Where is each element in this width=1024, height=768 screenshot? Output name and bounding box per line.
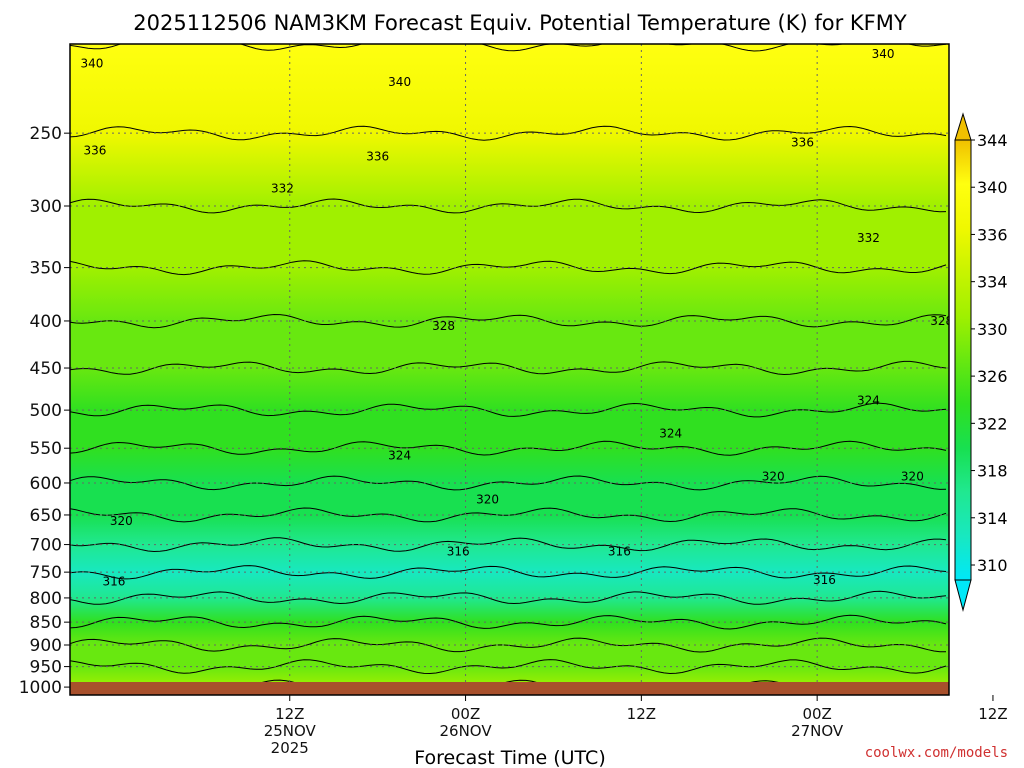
gridlines xyxy=(70,44,949,695)
contour-line xyxy=(70,440,947,456)
y-tick-label: 500 xyxy=(30,401,62,421)
y-tick-label: 650 xyxy=(30,506,62,526)
contour-line xyxy=(70,125,947,141)
y-tick-label: 550 xyxy=(30,439,62,459)
colorbar-label: 334 xyxy=(977,273,1008,292)
y-tick-label: 600 xyxy=(30,474,62,494)
contour-label: 336 xyxy=(791,136,814,150)
terrain-band xyxy=(70,682,949,695)
contour-label: 328 xyxy=(930,314,953,328)
plot-frame xyxy=(69,43,950,696)
contour-line xyxy=(70,659,947,675)
contour-line xyxy=(70,198,947,214)
y-tick-label: 950 xyxy=(30,658,62,678)
contour-label: 340 xyxy=(81,56,104,70)
x-tick-label: 12Z xyxy=(978,705,1007,723)
y-tick-label: 900 xyxy=(30,636,62,656)
y-tick-label: 350 xyxy=(30,259,62,279)
contour-label: 328 xyxy=(432,319,455,333)
contour-label: 316 xyxy=(608,544,631,558)
colorbar-label: 326 xyxy=(977,367,1008,386)
y-tick-label: 700 xyxy=(30,536,62,556)
colorbar-top-arrow xyxy=(954,112,972,141)
x-tick-label: 26NOV xyxy=(439,722,492,740)
colorbar-label: 330 xyxy=(977,320,1008,339)
contour-label: 320 xyxy=(110,514,133,528)
y-tick-label: 450 xyxy=(30,359,62,379)
contour-label: 332 xyxy=(857,231,880,245)
colorbar-label: 322 xyxy=(977,414,1008,433)
x-tick-label: 12Z xyxy=(627,705,656,723)
credit-text: coolwx.com/models xyxy=(865,745,1008,761)
x-tick-label: 00Z xyxy=(451,705,480,723)
contour-label: 324 xyxy=(388,448,411,462)
colorbar-label: 336 xyxy=(977,225,1008,244)
x-tick-label: 00Z xyxy=(802,705,831,723)
contour-line xyxy=(70,402,947,418)
colorbar-ramp xyxy=(954,139,972,581)
contour-line xyxy=(70,313,947,329)
colorbar-bottom-arrow xyxy=(954,579,972,612)
colorbar-label: 318 xyxy=(977,462,1008,481)
colorbar-label: 314 xyxy=(977,509,1008,528)
contour-label: 324 xyxy=(857,393,880,407)
colorbar-label: 340 xyxy=(977,178,1008,197)
field-fill xyxy=(70,44,949,695)
plot-area: 340 340 340 336 336 336 332 332 328 328 324 324 324 3… xyxy=(70,44,953,695)
contour-label: 324 xyxy=(659,426,682,440)
contour-label: 316 xyxy=(447,544,470,558)
contour-label: 336 xyxy=(83,143,106,157)
contour-label: 336 xyxy=(366,149,389,163)
contour-line xyxy=(70,475,947,491)
y-axis: 250 300 350 400 450 500 550 600 650 700 750 800 850 9… xyxy=(19,124,70,698)
y-tick-label: 300 xyxy=(30,197,62,217)
y-tick-label: 850 xyxy=(30,613,62,633)
contour-line xyxy=(70,260,947,276)
x-tick-label: 25NOV xyxy=(264,722,317,740)
contour-line xyxy=(70,565,947,580)
contour-line xyxy=(70,590,947,605)
colorbar: 310 314 318 322 326 330 334 336 340 344 xyxy=(954,112,1008,612)
contour-label: 320 xyxy=(476,492,499,506)
y-tick-label: 750 xyxy=(30,563,62,583)
contour-labels: 340 340 340 336 336 336 332 332 328 328 324 324 324 3… xyxy=(81,47,953,589)
y-tick-label: 800 xyxy=(30,589,62,609)
contour-line xyxy=(70,614,947,630)
contour-lines xyxy=(70,44,947,695)
contour-label: 340 xyxy=(388,75,411,89)
x-tick-label: 27NOV xyxy=(791,722,844,740)
contour-line xyxy=(70,360,947,376)
contour-label: 320 xyxy=(901,469,924,483)
contour-label: 316 xyxy=(813,573,836,587)
colorbar-label: 310 xyxy=(977,556,1008,575)
contour-label: 320 xyxy=(762,469,785,483)
contour-label: 340 xyxy=(872,47,895,61)
x-tick-label: 12Z xyxy=(275,705,304,723)
chart-title: 2025112506 NAM3KM Forecast Equiv. Potent… xyxy=(133,11,907,35)
contour-line xyxy=(70,537,947,553)
contour-line xyxy=(70,44,947,52)
x-tick-label: 2025 xyxy=(271,739,309,757)
y-tick-label: 400 xyxy=(30,312,62,332)
contour-label: 316 xyxy=(102,575,125,589)
y-tick-label: 1000 xyxy=(19,678,62,698)
y-tick-label: 250 xyxy=(30,124,62,144)
x-axis-title: Forecast Time (UTC) xyxy=(414,747,605,768)
contour-label: 332 xyxy=(271,181,294,195)
colorbar-label: 344 xyxy=(977,131,1008,150)
